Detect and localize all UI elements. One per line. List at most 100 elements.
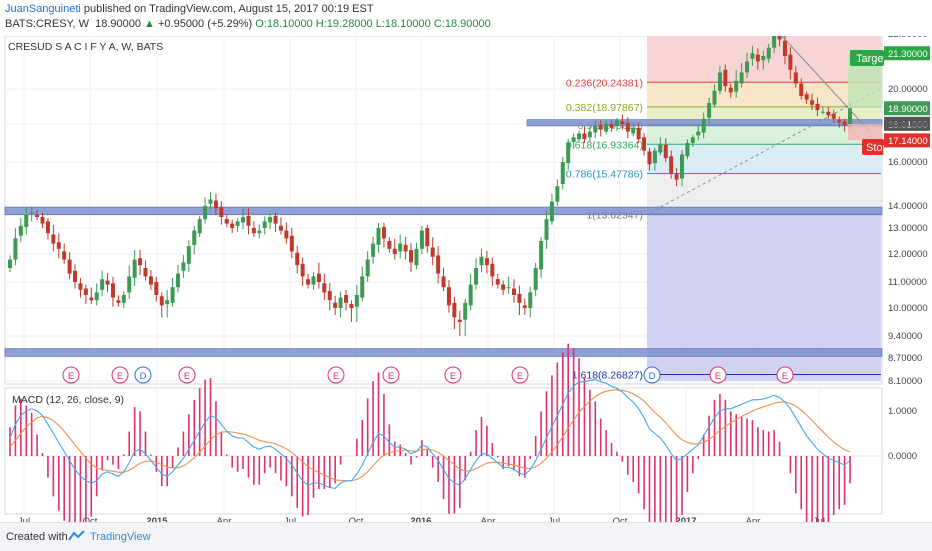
candle	[772, 36, 777, 54]
candle	[316, 262, 321, 289]
candle-body	[316, 273, 321, 282]
candle-body	[360, 276, 365, 298]
candle-body	[647, 151, 652, 165]
stop-zone	[848, 124, 882, 141]
candle	[165, 290, 170, 318]
candle	[387, 237, 392, 253]
candle-body	[203, 206, 208, 220]
y-tick-label: 8.10000	[888, 376, 922, 387]
candle-body	[132, 259, 137, 278]
candle	[501, 280, 506, 295]
event-marker	[134, 366, 152, 384]
x-tick-label: 2016	[410, 516, 431, 522]
x-tick-label: Jul	[18, 516, 30, 522]
candle	[94, 283, 99, 306]
macd-y-tick: 0.0000	[888, 451, 917, 462]
candle-body	[311, 276, 316, 285]
author-link[interactable]: JuanSanguineti	[5, 3, 81, 15]
trend-line	[781, 36, 871, 132]
candle-body	[344, 295, 348, 303]
candle	[620, 114, 625, 130]
candle-body	[425, 228, 430, 247]
chart-title: CRESUD S A C I F Y A, W, BATS	[8, 41, 163, 53]
candle	[506, 276, 511, 294]
symbol: BATS:CRESY, W	[5, 18, 89, 30]
candle-body	[745, 61, 750, 73]
candle-body	[381, 226, 386, 239]
candle	[338, 291, 343, 318]
candle	[278, 217, 283, 235]
candle-body	[766, 47, 771, 59]
support-band	[4, 206, 883, 216]
candle	[490, 257, 495, 286]
candle-body	[441, 276, 446, 288]
candle-body	[680, 154, 684, 179]
candle-body	[750, 53, 755, 59]
candle	[571, 133, 576, 149]
candle-body	[690, 137, 695, 143]
candle-body	[138, 258, 143, 266]
event-label: E	[333, 371, 339, 382]
event-label: E	[388, 371, 394, 382]
candle	[745, 52, 750, 78]
candle-body	[501, 284, 506, 290]
candle	[18, 218, 23, 243]
event-marker	[511, 366, 529, 384]
candle	[799, 78, 804, 100]
candle-body	[8, 259, 12, 268]
price-change: +0.95000 (+5.29%)	[157, 18, 253, 30]
trend-line	[649, 88, 881, 214]
price-label-bg	[884, 101, 930, 116]
candle-body	[723, 69, 728, 87]
candle	[517, 285, 522, 315]
candle-body	[842, 121, 847, 125]
candle	[658, 137, 663, 156]
candle-body	[18, 225, 23, 236]
candle-body	[170, 287, 175, 303]
published-text: published on TradingView.com, August 15,…	[83, 3, 374, 15]
y-tick-label: 20.00000	[888, 84, 928, 95]
candle	[598, 120, 603, 137]
x-tick-label: Jul	[548, 516, 560, 522]
candle	[365, 251, 370, 282]
candle	[192, 226, 197, 254]
candle	[696, 124, 701, 141]
candle-body	[192, 230, 197, 245]
candle	[197, 215, 202, 238]
candle-body	[13, 238, 18, 260]
y-tick-label: 13.00000	[888, 223, 928, 234]
event-marker	[382, 366, 400, 384]
candle-body	[89, 297, 94, 301]
candle-body	[528, 292, 533, 308]
candle-body	[289, 235, 294, 252]
y-tick-label: 22.00000	[888, 36, 928, 40]
candle-body	[512, 288, 516, 295]
candle-body	[371, 243, 376, 257]
candle	[474, 258, 479, 290]
candle	[176, 264, 180, 293]
candle-body	[625, 123, 630, 132]
candle-body	[430, 247, 435, 257]
x-tick-label: Apr	[746, 516, 761, 522]
candle-body	[761, 56, 766, 61]
candle	[717, 66, 722, 95]
candle-body	[663, 144, 668, 159]
candle-body	[165, 300, 170, 305]
candle	[522, 298, 527, 315]
candle	[788, 47, 793, 80]
candle	[148, 269, 153, 290]
publish-header: JuanSanguineti published on TradingView.…	[5, 3, 374, 15]
candle	[582, 126, 587, 143]
event-label: E	[450, 371, 456, 382]
price-chart[interactable]: 0(22.28884)0.236(20.24381)0.382(18.97867…	[0, 36, 932, 522]
fib-label: 0.786(15.47786)	[566, 168, 643, 180]
candle-body	[349, 304, 354, 308]
event-label: E	[117, 371, 123, 382]
candle	[56, 233, 61, 259]
x-tick-label: Oct	[349, 516, 364, 522]
support-band	[4, 348, 883, 357]
event-marker	[178, 366, 196, 384]
tradingview-brand[interactable]: TradingView	[90, 531, 151, 543]
candle-body	[484, 258, 489, 266]
candle	[241, 208, 246, 230]
